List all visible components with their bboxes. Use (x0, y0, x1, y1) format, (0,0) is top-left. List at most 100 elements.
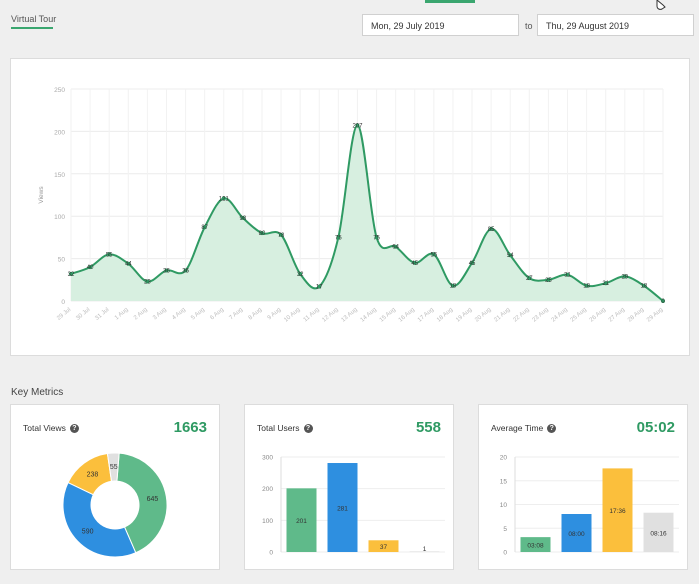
x-tick-label: 22 Aug (512, 307, 530, 324)
x-tick-label: 30 Jul (75, 307, 91, 322)
x-tick-label: 14 Aug (360, 307, 378, 324)
y-tick-label: 250 (54, 87, 65, 94)
slice-label: 590 (82, 528, 94, 535)
x-tick-label: 12 Aug (321, 307, 339, 324)
views-chart-card: 0 50 100 150 200 250 Views 32 40 55 44 23 36 36 87 121 9… (10, 58, 690, 356)
x-tick-label: 23 Aug (532, 307, 550, 324)
data-point (374, 235, 379, 240)
slice-label: 55 (110, 464, 118, 471)
data-label: 25 (545, 278, 552, 284)
bar (561, 514, 592, 552)
data-label: 44 (125, 262, 132, 268)
bar (602, 468, 633, 552)
series-line-views (70, 124, 664, 302)
data-point (641, 283, 646, 288)
data-label: 121 (219, 196, 230, 202)
bar (327, 463, 358, 552)
data-label: 75 (335, 235, 342, 241)
x-tick-label: 17 Aug (417, 307, 435, 324)
total-views-donut-chart: 645 590 238 55 (62, 452, 168, 558)
data-point (221, 196, 226, 201)
donut-slice (116, 452, 168, 554)
data-point (431, 252, 436, 257)
y-tick-label: 200 (262, 486, 273, 493)
x-tick-label: 9 Aug (267, 307, 283, 321)
average-time-card: Average Time ? 05:02 0 5 10 15 20 03:08 08:00 1… (478, 404, 688, 570)
average-time-value: 05:02 (636, 419, 675, 436)
total-users-label: Total Users (257, 423, 300, 433)
y-tick-label: 0 (503, 550, 507, 557)
data-label: 75 (373, 235, 380, 241)
x-tick-label: 6 Aug (209, 307, 225, 321)
data-point (584, 283, 589, 288)
data-point (126, 261, 131, 266)
help-icon[interactable]: ? (547, 423, 557, 433)
x-tick-label: 19 Aug (455, 307, 473, 324)
tab-underline (11, 27, 53, 29)
data-label: 18 (641, 284, 648, 290)
data-label: 55 (430, 252, 437, 258)
bar (409, 551, 440, 552)
date-to-input[interactable]: Thu, 29 August 2019 (537, 14, 694, 36)
data-point (546, 277, 551, 282)
data-label: 78 (278, 233, 285, 239)
bar-value-label: 03:08 (527, 543, 544, 550)
bar-value-label: 17:36 (609, 508, 626, 515)
total-views-card: Total Views ? 1663 645 590 238 55 (10, 404, 220, 570)
help-icon[interactable]: ? (69, 423, 79, 433)
bar-value-label: 08:00 (568, 531, 585, 538)
data-point (240, 215, 245, 220)
y-tick-label: 15 (500, 478, 508, 485)
date-from-input[interactable]: Mon, 29 July 2019 (362, 14, 519, 36)
y-tick-label: 200 (54, 129, 65, 136)
data-point (88, 265, 93, 270)
data-point (393, 244, 398, 249)
data-label: 27 (526, 276, 533, 282)
data-label: 40 (87, 265, 94, 271)
total-users-value: 558 (415, 419, 441, 436)
x-tick-label: 1 Aug (114, 307, 130, 321)
slice-label: 645 (147, 496, 159, 503)
data-point (183, 268, 188, 273)
date-separator: to (525, 21, 533, 31)
y-tick-label: 10 (500, 502, 508, 509)
x-tick-label: 10 Aug (283, 307, 301, 324)
data-point (622, 274, 627, 279)
data-label: 64 (392, 245, 399, 251)
help-icon[interactable]: ? (303, 423, 313, 433)
x-tick-label: 21 Aug (493, 307, 511, 324)
data-label: 98 (240, 216, 247, 222)
data-point (527, 276, 532, 281)
data-label: 23 (144, 279, 151, 285)
x-tick-label: 26 Aug (589, 307, 607, 324)
x-tick-label: 29 Jul (56, 307, 72, 322)
data-label: 18 (583, 284, 590, 290)
mouse-pointer-icon (656, 0, 666, 10)
data-label: 54 (507, 253, 514, 259)
data-label: 31 (564, 273, 571, 279)
x-tick-label: 7 Aug (229, 307, 245, 321)
data-label: 18 (450, 284, 457, 290)
data-point (470, 260, 475, 265)
slice-label: 238 (87, 471, 99, 478)
data-label: 36 (163, 268, 170, 274)
x-tick-label: 25 Aug (570, 307, 588, 324)
y-axis-label: Views (38, 186, 45, 204)
x-tick-label: 5 Aug (190, 307, 206, 321)
data-point (489, 226, 494, 231)
data-label: 80 (259, 231, 266, 237)
y-tick-label: 5 (503, 526, 507, 533)
data-point (317, 284, 322, 289)
bar (368, 540, 399, 552)
y-tick-label: 100 (262, 518, 273, 525)
average-time-bar-chart: 0 5 10 15 20 03:08 08:00 17:36 08:16 (500, 455, 679, 557)
x-tick-label: 28 Aug (627, 307, 645, 324)
data-point (508, 253, 513, 258)
top-accent-bar (425, 0, 475, 3)
bar (520, 537, 551, 552)
data-point (355, 123, 360, 128)
bar-value-label: 1 (423, 546, 427, 553)
data-point (107, 252, 112, 257)
tab-virtual-tour[interactable]: Virtual Tour (11, 14, 57, 24)
